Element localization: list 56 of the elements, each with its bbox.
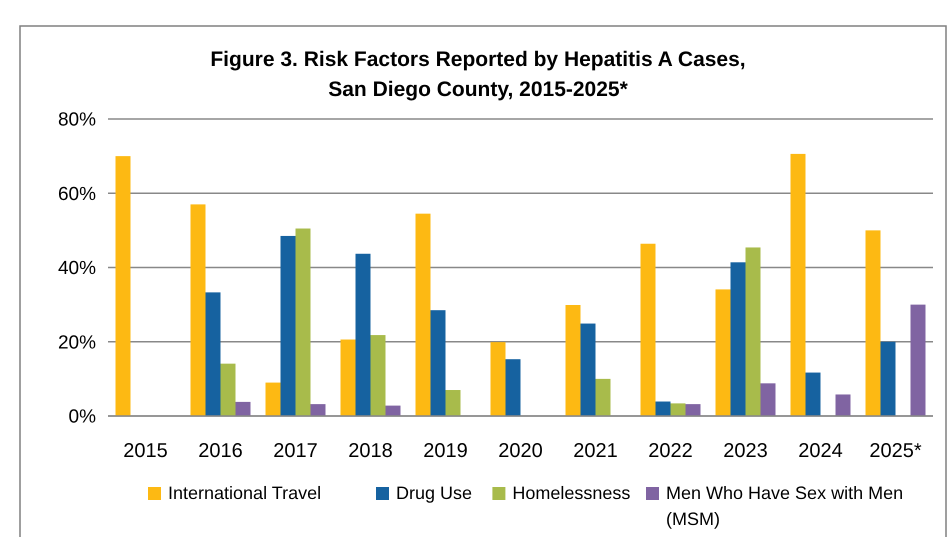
x-tick-label: 2021 [573, 440, 618, 462]
bar [790, 154, 806, 416]
bar [716, 289, 730, 416]
bar [280, 236, 296, 416]
bar [580, 324, 596, 416]
bar [670, 403, 686, 416]
bar [430, 310, 446, 416]
bar [386, 406, 400, 416]
y-tick-label: 80% [58, 110, 96, 131]
bar [746, 247, 760, 416]
bar [836, 394, 850, 416]
legend-label: Drug Use [396, 483, 472, 503]
bar [190, 204, 206, 416]
bar [866, 230, 880, 416]
chart-title: Figure 3. Risk Factors Reported by Hepatitis A Cases, San Diego County, 2015-2025* [210, 48, 746, 101]
bar [236, 402, 250, 416]
bar [220, 364, 236, 416]
x-tick-label: 2015 [123, 440, 168, 462]
bar [370, 335, 386, 416]
y-tick-label: 0% [68, 406, 96, 428]
x-tick-label: 2019 [423, 440, 468, 462]
bar [910, 304, 926, 416]
legend-label: International Travel [168, 483, 322, 503]
y-tick-label: 20% [58, 332, 96, 354]
bar [880, 342, 896, 416]
bar [296, 228, 310, 416]
bar [730, 262, 746, 416]
bar [686, 404, 700, 416]
bar [490, 342, 506, 416]
bar [416, 214, 430, 416]
x-tick-label: 2022 [648, 440, 693, 462]
bar [340, 340, 356, 416]
bar [310, 404, 326, 416]
bar [596, 378, 610, 416]
bar [116, 156, 130, 416]
bar [656, 402, 670, 416]
bar [356, 254, 370, 416]
x-tick-label: 2020 [498, 440, 543, 462]
x-tick-label: 2017 [273, 440, 318, 462]
bar [760, 383, 776, 416]
bar [206, 292, 220, 416]
x-tick-label: 2023 [723, 440, 768, 462]
x-tick-label: 2016 [198, 440, 243, 462]
bar [640, 244, 656, 416]
x-tick-label: 2025* [869, 440, 922, 462]
y-tick-label: 40% [58, 258, 96, 280]
bar [266, 382, 280, 416]
legend-label: Men Who Have Sex with Men (MSM) [666, 483, 904, 529]
bar [506, 359, 520, 416]
x-tick-label: 2024 [798, 440, 843, 462]
bar [446, 390, 460, 416]
bar [806, 372, 820, 416]
y-tick-label: 60% [58, 184, 96, 205]
legend-label: Homelessness [512, 483, 630, 503]
x-tick-label: 2018 [348, 440, 393, 462]
bar [566, 304, 580, 416]
